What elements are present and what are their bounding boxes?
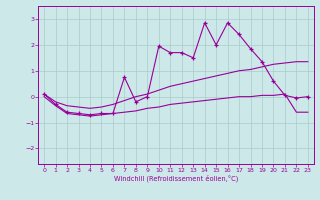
X-axis label: Windchill (Refroidissement éolien,°C): Windchill (Refroidissement éolien,°C) bbox=[114, 175, 238, 182]
